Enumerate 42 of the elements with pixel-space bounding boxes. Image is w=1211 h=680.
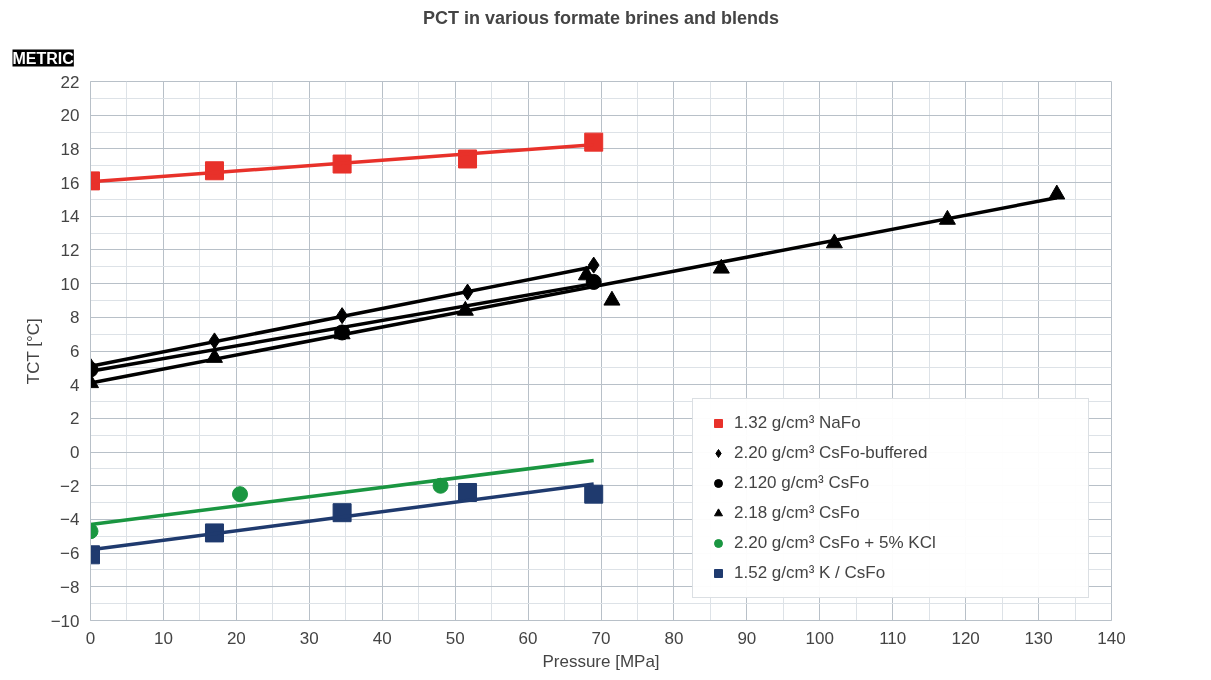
y-tick-label: 12	[60, 240, 80, 260]
legend-label: 2.20 g/cm³ CsFo-buffered	[734, 443, 929, 463]
y-tick-label: 8	[70, 308, 80, 328]
y-tick-label: 0	[70, 443, 80, 463]
y-tick-label: −4	[60, 510, 80, 530]
x-tick-label: 10	[153, 628, 173, 648]
y-tick-label: 20	[60, 106, 80, 126]
x-tick-label: 140	[1097, 628, 1126, 648]
x-tick-label: 100	[805, 628, 834, 648]
y-tick-label: 4	[70, 375, 80, 395]
x-tick-label: 110	[879, 628, 907, 648]
chart-title: PCT in various formate brines and blends	[422, 7, 780, 28]
y-tick-label: −2	[60, 476, 80, 496]
text: METRIC	[12, 49, 75, 67]
x-tick-label: 60	[518, 628, 538, 648]
legend-label: 2.18 g/cm³ CsFo	[734, 503, 861, 523]
x-tick-label: 120	[951, 628, 980, 648]
y-axis-title: TCT [°C]	[23, 318, 43, 385]
y-tick-label: −6	[60, 544, 80, 564]
x-tick-label: 130	[1024, 628, 1053, 648]
y-tick-label: 16	[60, 173, 80, 193]
x-tick-label: 80	[664, 628, 684, 648]
x-tick-label: 20	[226, 628, 246, 648]
y-tick-label: 18	[60, 139, 80, 159]
y-tick-label: −10	[50, 611, 80, 631]
y-tick-label: −8	[60, 577, 80, 597]
x-tick-label: 90	[737, 628, 757, 648]
y-tick-label: 2	[70, 409, 80, 429]
legend-label: 1.52 g/cm³ K / CsFo	[734, 563, 887, 583]
legend-label: 2.20 g/cm³ CsFo + 5% KCl	[734, 533, 937, 553]
legend-label: 1.32 g/cm³ NaFo	[734, 413, 862, 433]
x-tick-label: 40	[372, 628, 392, 648]
y-tick-label: 10	[60, 274, 80, 294]
x-tick-label: 30	[299, 628, 319, 648]
x-tick-label: 50	[445, 628, 465, 648]
y-tick-label: 6	[70, 342, 80, 361]
x-axis-title: Pressure [MPa]	[542, 651, 660, 671]
y-tick-label: 22	[60, 72, 80, 92]
y-tick-label: 14	[60, 207, 80, 227]
x-tick-label: 70	[591, 628, 611, 648]
x-tick-label: 0	[85, 628, 96, 648]
legend-label: 2.120 g/cm³ CsFo	[734, 473, 871, 493]
